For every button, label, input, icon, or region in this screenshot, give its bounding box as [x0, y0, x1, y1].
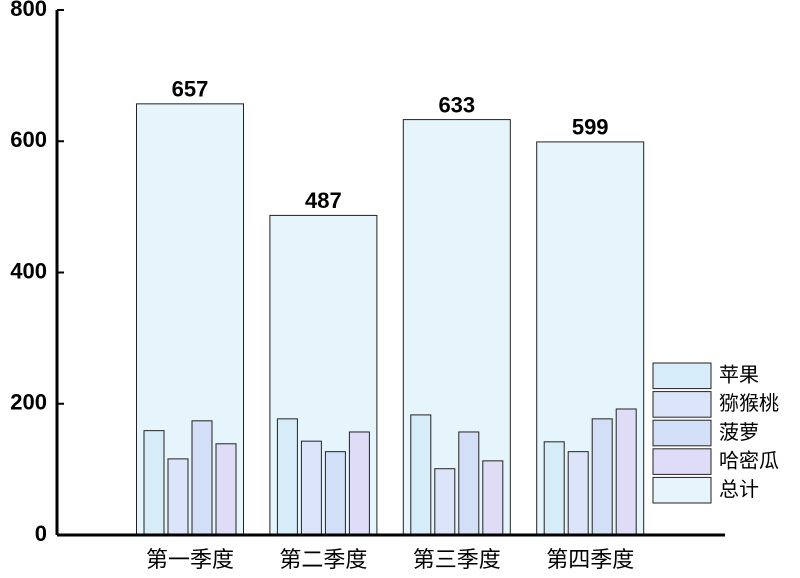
bar	[591, 418, 613, 536]
legend-label: 菠萝	[719, 421, 759, 444]
y-tick-label: 0	[35, 521, 47, 546]
bar	[615, 408, 637, 536]
x-tick-label: 第二季度	[279, 547, 367, 572]
bar	[348, 431, 370, 536]
bar	[300, 440, 322, 536]
bar	[434, 468, 456, 536]
x-tick-label: 第一季度	[146, 547, 234, 572]
legend-swatch	[652, 419, 712, 447]
bar	[191, 420, 213, 536]
data-label: 487	[305, 188, 342, 213]
y-tick-label: 800	[10, 0, 47, 21]
bar	[215, 443, 237, 536]
data-label: 633	[438, 92, 475, 117]
legend-label: 猕猴桃	[719, 392, 779, 415]
bar	[324, 451, 346, 536]
bar	[458, 431, 480, 536]
bar	[567, 451, 589, 536]
data-label: 657	[172, 77, 209, 102]
legend-label: 总计	[719, 478, 759, 501]
legend-swatch	[652, 476, 712, 504]
bar	[543, 441, 565, 536]
bar	[276, 418, 298, 536]
legend-label: 苹果	[719, 364, 759, 387]
legend-swatch	[652, 391, 712, 418]
bar	[482, 460, 504, 536]
x-tick-label: 第四季度	[546, 547, 634, 572]
bar	[410, 414, 432, 536]
y-tick-label: 600	[10, 127, 47, 152]
y-tick-label: 400	[10, 258, 47, 283]
y-tick-label: 200	[10, 390, 47, 415]
data-label: 599	[572, 115, 609, 140]
bar	[167, 458, 189, 536]
x-tick-label: 第三季度	[413, 547, 501, 572]
legend-swatch	[652, 448, 712, 475]
bar	[143, 430, 165, 536]
legend-swatch	[652, 362, 712, 390]
legend-label: 哈密瓜	[719, 449, 779, 472]
